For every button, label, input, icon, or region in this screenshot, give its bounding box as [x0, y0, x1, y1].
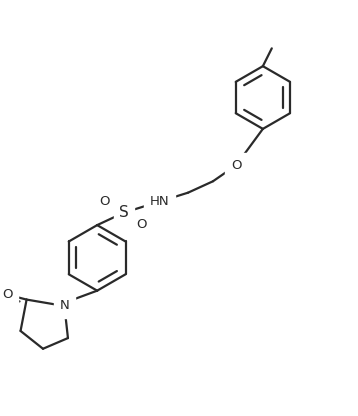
Text: S: S: [119, 205, 129, 220]
Text: O: O: [231, 159, 241, 172]
Text: O: O: [99, 195, 110, 208]
Text: O: O: [2, 288, 13, 301]
Text: O: O: [136, 218, 147, 231]
Text: N: N: [59, 300, 69, 312]
Text: HN: HN: [150, 195, 169, 208]
